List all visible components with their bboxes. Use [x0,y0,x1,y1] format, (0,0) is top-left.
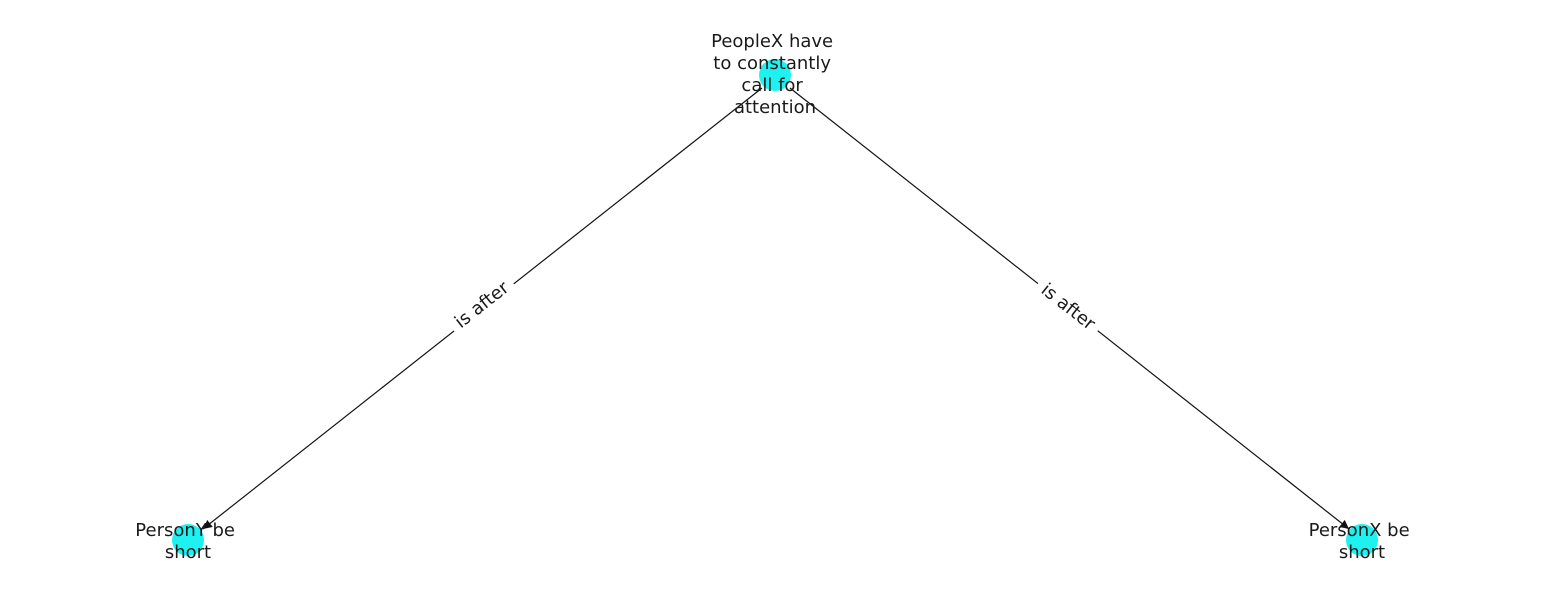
node-right-label-line: short [1339,542,1385,563]
node-top-label-line: to constantly [713,53,831,74]
node-right-circle[interactable] [1346,524,1378,556]
node-left-label-line: PersonY be [135,520,235,541]
node-top-label: PeopleX have to constantly call for atte… [711,31,839,118]
node-left-label: PersonY be short [135,520,240,563]
node-top-label-line: call for [741,75,803,96]
node-top-circle[interactable] [759,59,791,91]
nodes [172,59,1378,556]
node-top-label-line: attention [734,97,816,118]
node-right-label-line: PersonX be [1309,520,1410,541]
node-left-circle[interactable] [172,524,204,556]
edges [202,87,1350,530]
edge-label-top-right: is after [1029,272,1107,342]
node-left-label-line: short [165,542,211,563]
node-top-label-line: PeopleX have [711,31,833,52]
node-right-label: PersonX be short [1309,520,1416,563]
edge-label-top-left: is after [443,270,521,340]
